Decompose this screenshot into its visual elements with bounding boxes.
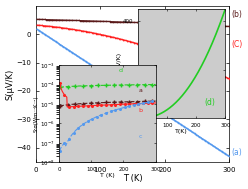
X-axis label: T (K): T (K) (123, 174, 142, 184)
Text: (a): (a) (231, 149, 242, 157)
Text: (b): (b) (231, 10, 242, 19)
Y-axis label: S(μV/K): S(μV/K) (5, 68, 15, 99)
Text: (C): (C) (231, 40, 243, 49)
